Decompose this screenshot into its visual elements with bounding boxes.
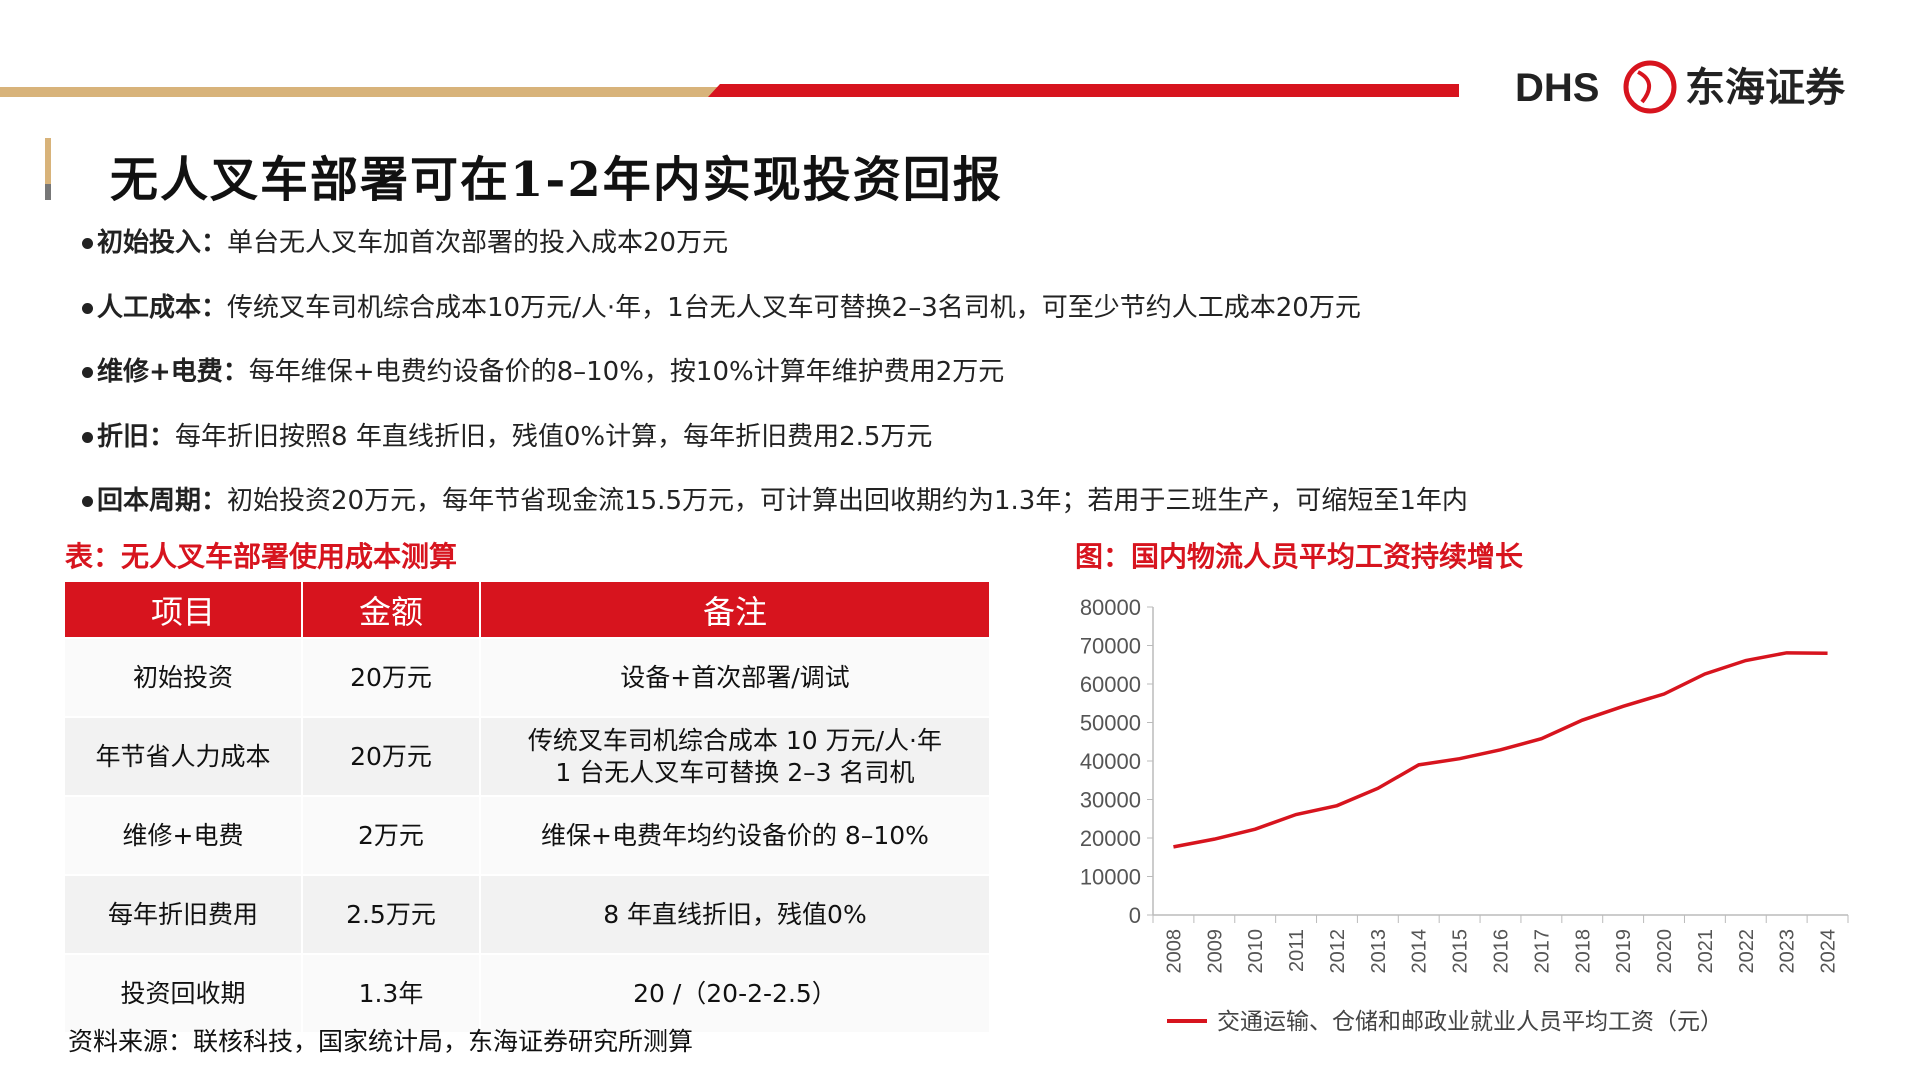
table-cell: 20 /（20-2-2.5） bbox=[479, 953, 992, 1032]
bullet: 维修+电费：每年维保+电费约设备价的8–10%，按10%计算年维护费用2万元 bbox=[82, 351, 1004, 388]
header-bar-red bbox=[708, 84, 1459, 97]
bullet-dot bbox=[82, 367, 93, 378]
logo-en: DHS bbox=[1515, 66, 1599, 110]
cost-table: 项目 金额 备注 初始投资 20万元 设备+首次部署/调试 年节省人力成本 20万元 传统叉车司… bbox=[65, 582, 992, 1032]
source-note: 资料来源：联核科技，国家统计局，东海证券研究所测算 bbox=[68, 1027, 694, 1056]
bullet-text: 每年折旧按照8 年直线折旧，残值0%计算，每年折旧费用2.5万元 bbox=[175, 421, 933, 452]
bullet-label: 人工成本： bbox=[97, 292, 228, 323]
cell-line: 投资回收期 bbox=[120, 978, 246, 1008]
table-header-row: 项目 金额 备注 bbox=[65, 582, 992, 638]
table-header-cell: 金额 bbox=[302, 582, 481, 638]
bullet-text: 传统叉车司机综合成本10万元/人·年，1台无人叉车可替换2–3名司机，可至少节约… bbox=[227, 292, 1361, 323]
cell-line: 传统叉车司机综合成本 10 万元/人·年 bbox=[527, 725, 942, 755]
cell-line: 维修+电费 bbox=[122, 820, 244, 850]
logo-icon bbox=[1637, 70, 1651, 104]
cell-line: 1.3年 bbox=[358, 978, 424, 1008]
table-cell: 2.5万元 bbox=[302, 874, 481, 954]
cell-line: 维保+电费年均约设备价的 8–10% bbox=[541, 820, 929, 850]
bullet-dot bbox=[82, 431, 93, 443]
cell-line: 1 台无人叉车可替换 2–3 名司机 bbox=[555, 757, 915, 787]
table-cell: 8 年直线折旧，残值0% bbox=[479, 874, 992, 954]
bullet: 折旧：每年折旧按照8 年直线折旧，残值0%计算，每年折旧费用2.5万元 bbox=[82, 416, 932, 453]
chart-title: 图：国内物流人员平均工资持续增长 bbox=[1075, 540, 1524, 573]
table-cell: 传统叉车司机综合成本 10 万元/人·年 1 台无人叉车可替换 2–3 名司机 bbox=[479, 716, 992, 796]
bullet: 初始投入：单台无人叉车加首次部署的投入成本20万元 bbox=[82, 222, 728, 259]
table-title: 表：无人叉车部署使用成本测算 bbox=[65, 540, 458, 573]
cell-line: 20 /（20-2-2.5） bbox=[633, 978, 837, 1008]
bullet-label: 折旧： bbox=[97, 421, 176, 452]
table-row: 年节省人力成本 20万元 传统叉车司机综合成本 10 万元/人·年 1 台无人叉车可替… bbox=[65, 716, 992, 796]
table-cell: 投资回收期 bbox=[65, 953, 304, 1032]
table-header-cell: 项目 bbox=[65, 582, 304, 638]
header-bar-tan bbox=[0, 87, 720, 97]
table-row: 维修+电费 2万元 维保+电费年均约设备价的 8–10% bbox=[65, 795, 992, 875]
bullet-label: 初始投入： bbox=[97, 228, 228, 258]
cell-line: 2.5万元 bbox=[346, 899, 436, 929]
cell-line: 设备+首次部署/调试 bbox=[620, 662, 850, 692]
cell-line: 年节省人力成本 bbox=[95, 741, 271, 771]
table-cell: 设备+首次部署/调试 bbox=[479, 637, 992, 717]
bullet-text: 单台无人叉车加首次部署的投入成本20万元 bbox=[227, 228, 729, 258]
bullet-text: 每年维保+电费约设备价的8–10%，按10%计算年维护费用2万元 bbox=[248, 357, 1005, 387]
title-accent bbox=[45, 138, 51, 200]
title-accent-dark bbox=[45, 184, 51, 200]
bullet-label: 回本周期： bbox=[97, 486, 228, 516]
table-cell: 20万元 bbox=[302, 637, 481, 717]
cell-line: 初始投资 bbox=[133, 662, 234, 692]
table-cell: 维修+电费 bbox=[65, 795, 304, 875]
table-cell: 1.3年 bbox=[302, 953, 481, 1032]
cell-line: 20万元 bbox=[350, 741, 432, 771]
slide-title: 无人叉车部署可在1-2年内实现投资回报 bbox=[110, 152, 1003, 208]
bullet-dot bbox=[82, 496, 93, 507]
logo-icon bbox=[1623, 60, 1677, 114]
cell-line: 20万元 bbox=[350, 662, 432, 692]
table-cell: 年节省人力成本 bbox=[65, 716, 304, 796]
table-cell: 20万元 bbox=[302, 716, 481, 796]
table-row: 每年折旧费用 2.5万元 8 年直线折旧，残值0% bbox=[65, 874, 992, 954]
table-cell: 每年折旧费用 bbox=[65, 874, 304, 954]
bullet: 人工成本：传统叉车司机综合成本10万元/人·年，1台无人叉车可替换2–3名司机，… bbox=[82, 287, 1361, 324]
bullet-label: 维修+电费： bbox=[97, 357, 249, 387]
cell-line: 2万元 bbox=[358, 820, 424, 850]
cell-line: 每年折旧费用 bbox=[108, 899, 259, 929]
table-header-cell: 备注 bbox=[479, 582, 992, 638]
bullet-dot bbox=[82, 302, 93, 314]
table-cell: 初始投资 bbox=[65, 637, 304, 717]
cell-line: 8 年直线折旧，残值0% bbox=[603, 899, 867, 929]
table-row: 初始投资 20万元 设备+首次部署/调试 bbox=[65, 637, 992, 717]
bullet: 回本周期：初始投资20万元，每年节省现金流15.5万元，可计算出回收期约为1.3… bbox=[82, 480, 1468, 517]
bullet-text: 初始投资20万元，每年节省现金流15.5万元，可计算出回收期约为1.3年；若用于… bbox=[227, 486, 1468, 516]
table-cell: 2万元 bbox=[302, 795, 481, 875]
table-row: 投资回收期 1.3年 20 /（20-2-2.5） bbox=[65, 953, 992, 1032]
bullet-dot bbox=[82, 238, 93, 249]
table-cell: 维保+电费年均约设备价的 8–10% bbox=[479, 795, 992, 875]
logo-cn: 东海证券 bbox=[1685, 65, 1846, 111]
